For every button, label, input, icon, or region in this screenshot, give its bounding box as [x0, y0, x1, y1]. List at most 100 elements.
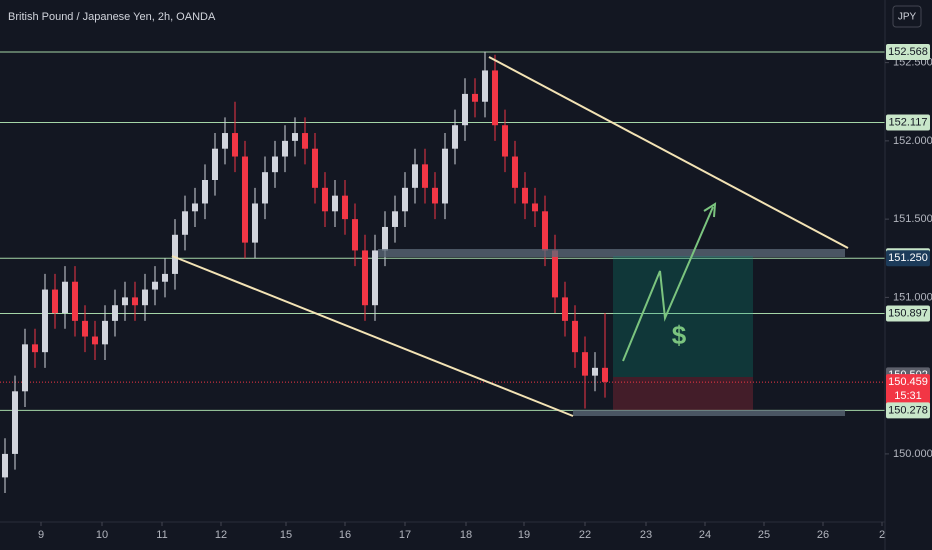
candle-body [532, 203, 538, 212]
candle-body [232, 133, 238, 157]
trend-line [171, 255, 574, 417]
candle-body [272, 156, 278, 173]
candle-body [482, 70, 488, 102]
candle-body [2, 453, 8, 478]
candle-body [312, 148, 318, 188]
candle-body [62, 281, 68, 314]
candle-body [322, 187, 328, 212]
x-tick-label: 9 [38, 529, 44, 541]
candle-body [192, 203, 198, 212]
price-label: 150.897 [888, 307, 928, 319]
x-tick-label: 18 [460, 529, 472, 541]
candle-body [562, 297, 568, 321]
candle-body [212, 148, 218, 180]
candle-body [602, 367, 608, 382]
candle-body [372, 250, 378, 306]
candle-body [182, 211, 188, 235]
candle-body [252, 203, 258, 243]
zone [378, 249, 845, 257]
candle-body [152, 281, 158, 290]
candle-body [442, 148, 448, 204]
y-tick-label: 151.500 [893, 213, 932, 225]
x-tick-label: 16 [339, 529, 351, 541]
candle-body [22, 344, 28, 392]
price-label-box [886, 402, 930, 419]
countdown: 15:31 [894, 390, 922, 402]
arrow-head [703, 202, 717, 218]
price-label-box [886, 43, 930, 60]
candle-body [132, 297, 138, 306]
candle-body [502, 125, 508, 157]
candle-body [432, 187, 438, 204]
price-label: 152.117 [889, 116, 928, 128]
y-tick-label: 152.000 [893, 135, 932, 147]
candle-body [282, 140, 288, 157]
candle-body [582, 352, 588, 376]
candle-body [82, 320, 88, 337]
trend-line [488, 56, 849, 249]
candle-body [142, 289, 148, 306]
candle-body [52, 289, 58, 314]
price-label-box [886, 305, 930, 322]
candle-body [32, 344, 38, 353]
arrow [622, 206, 714, 362]
candle-body [42, 289, 48, 353]
y-tick-label: 151.000 [893, 291, 932, 303]
candle-body [472, 93, 478, 102]
x-tick-label: 19 [518, 529, 530, 541]
y-tick-label: 150.000 [893, 448, 932, 460]
candle-body [452, 125, 458, 149]
x-tick-label: 26 [817, 529, 829, 541]
candle-body [352, 219, 358, 251]
price-label: 150.459 [888, 376, 928, 388]
candle-body [112, 305, 118, 321]
x-tick-label: 25 [758, 529, 770, 541]
candle-body [122, 297, 128, 306]
price-axis [885, 0, 932, 550]
candle-body [302, 133, 308, 149]
candle-body [542, 211, 548, 251]
candle-body [522, 187, 528, 204]
x-tick-label: 24 [699, 529, 711, 541]
zone [573, 410, 845, 416]
price-label-box [886, 250, 930, 267]
x-tick-label: 10 [96, 529, 108, 541]
candle-body [162, 273, 168, 282]
price-label-box [886, 374, 930, 405]
candle-body [492, 70, 498, 126]
candle-body [572, 320, 578, 353]
plot [0, 51, 885, 494]
box-symbol: $ [672, 320, 687, 350]
currency-button[interactable] [892, 5, 922, 28]
x-tick-label: 23 [640, 529, 652, 541]
x-tick-label: 15 [280, 529, 292, 541]
candle-body [392, 211, 398, 227]
x-tick-label: 17 [399, 529, 411, 541]
candle-body [172, 234, 178, 274]
candle-body [242, 156, 248, 243]
candle-body [412, 164, 418, 188]
x-tick-label: 11 [156, 529, 167, 541]
candle-body [552, 250, 558, 298]
candle-body [102, 320, 108, 345]
x-tick-label: 2 [879, 529, 885, 541]
candle-body [202, 180, 208, 204]
candle-body [592, 367, 598, 376]
x-tick-label: 22 [579, 529, 591, 541]
price-label: 152.568 [888, 46, 928, 58]
chart-title: British Pound / Japanese Yen, 2h, OANDA [8, 11, 216, 23]
candle-body [462, 93, 468, 126]
candle-body [72, 281, 78, 321]
candle-body [342, 195, 348, 220]
candle-body [332, 195, 338, 212]
candle-body [512, 156, 518, 188]
candle-body [262, 172, 268, 204]
candle-body [222, 133, 228, 149]
candle-body [292, 133, 298, 141]
candle-body [382, 226, 388, 251]
stop-box [613, 377, 753, 410]
price-label: 151.250 [888, 252, 928, 264]
